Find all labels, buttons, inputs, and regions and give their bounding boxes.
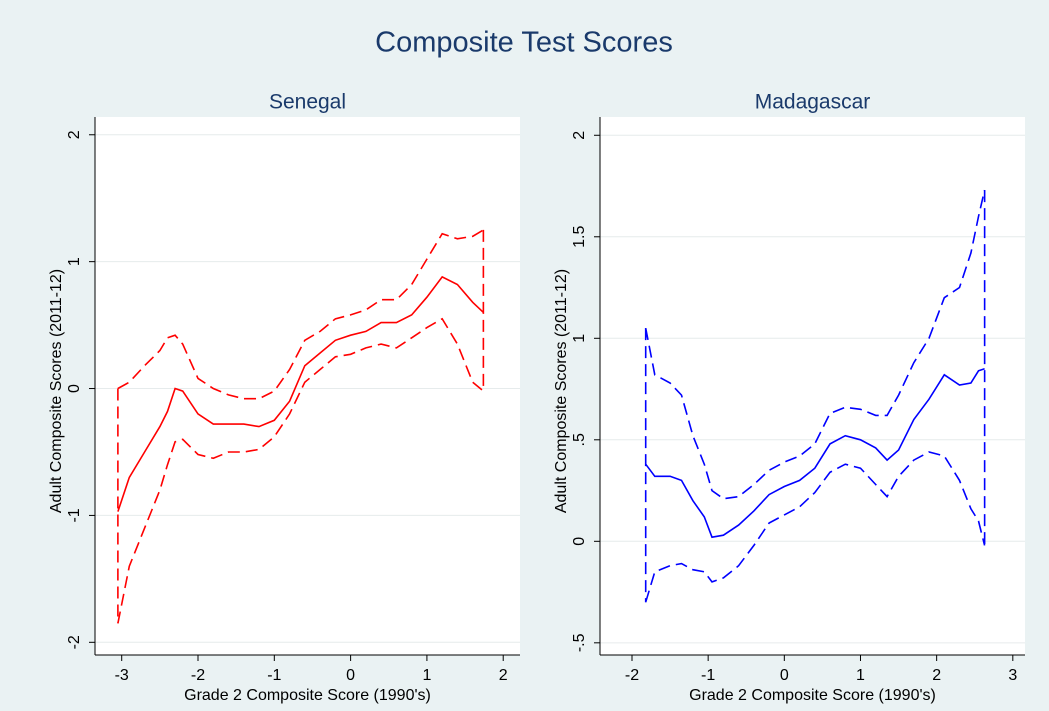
ci-line (117, 317, 484, 624)
x-axis-label: Grade 2 Composite Score (1990's) (184, 687, 431, 704)
ci-line (644, 189, 986, 500)
y-axis-label: Adult Composite Scores (2011-12) (553, 269, 570, 513)
x-tick-label: 1 (856, 667, 865, 684)
x-tick-label: 2 (932, 667, 941, 684)
x-tick-label: -1 (267, 667, 281, 684)
y-tick-label: 1.5 (571, 226, 588, 248)
y-tick-label: -1 (66, 508, 83, 522)
x-tick-label: -2 (625, 667, 639, 684)
x-axis-label: Grade 2 Composite Score (1990's) (689, 687, 936, 704)
y-tick-label: -2 (66, 635, 83, 649)
plot-area (600, 117, 1025, 655)
y-tick-label: 0 (571, 537, 588, 546)
x-tick-label: -1 (701, 667, 715, 684)
fit-line (645, 367, 985, 539)
x-tick-label: 0 (346, 667, 355, 684)
panel-title: Madagascar (755, 91, 871, 114)
y-tick-label: -.5 (571, 633, 588, 652)
ci-line (117, 229, 484, 400)
y-axis-label: Adult Composite Scores (2011-12) (48, 269, 65, 513)
x-tick-label: -3 (115, 667, 129, 684)
x-tick-label: 1 (422, 667, 431, 684)
figure-title: Composite Test Scores (375, 27, 673, 59)
y-tick-label: 1 (571, 334, 588, 343)
fit-line (117, 275, 484, 512)
x-tick-label: -2 (191, 667, 205, 684)
y-tick-label: 2 (571, 131, 588, 140)
y-tick-label: 2 (66, 130, 83, 139)
ci-line (644, 451, 986, 603)
x-tick-label: 0 (780, 667, 789, 684)
x-tick-label: 3 (1008, 667, 1017, 684)
y-tick-label: 0 (66, 384, 83, 393)
panel-title: Senegal (269, 91, 346, 114)
y-tick-label: .5 (571, 433, 588, 446)
x-tick-label: 2 (499, 667, 508, 684)
plot-area (95, 117, 520, 655)
y-tick-label: 1 (66, 257, 83, 266)
